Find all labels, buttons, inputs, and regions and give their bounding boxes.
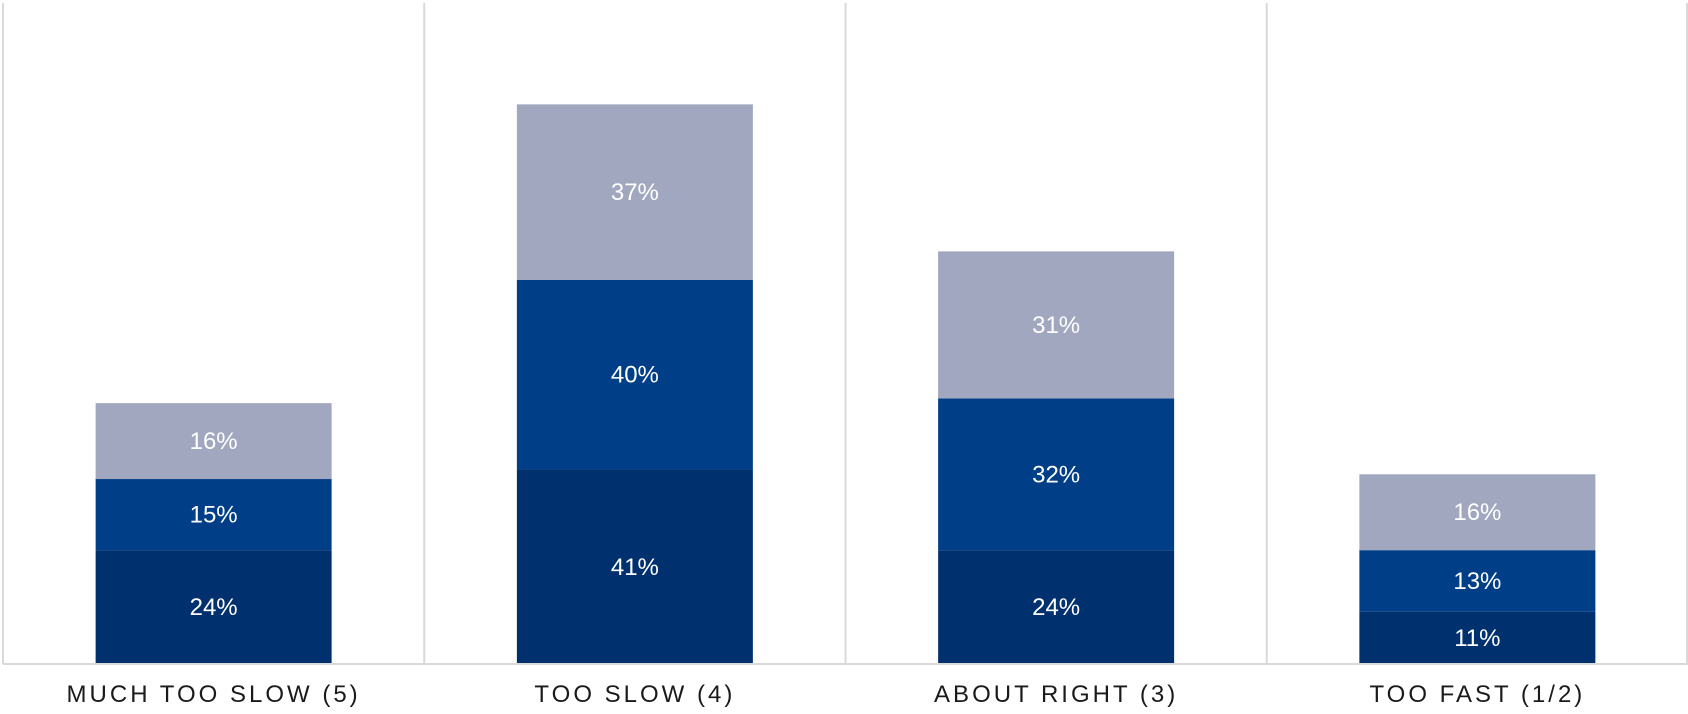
- category-label: MUCH TOO SLOW (5): [67, 681, 361, 708]
- bar-segment: [95, 403, 332, 480]
- data-label: 11%: [1454, 625, 1500, 652]
- bar-segment: [938, 398, 1175, 551]
- data-label: 24%: [190, 594, 238, 621]
- category-label: TOO FAST (1/2): [1369, 681, 1585, 708]
- data-label: 16%: [190, 428, 238, 455]
- data-label: 40%: [611, 362, 659, 389]
- bar-segment: [516, 279, 753, 470]
- data-label: 31%: [1032, 312, 1080, 339]
- bar-segment: [938, 550, 1175, 664]
- category-label: ABOUT RIGHT (3): [934, 681, 1178, 708]
- bar-segment: [1359, 611, 1596, 664]
- data-label: 41%: [611, 554, 659, 581]
- bar-segment: [95, 550, 332, 664]
- data-label: 13%: [1453, 568, 1501, 595]
- data-label: 16%: [1453, 499, 1501, 526]
- bar-segment: [516, 104, 753, 280]
- bar-segment: [95, 479, 332, 551]
- bar-segment: [516, 469, 753, 664]
- category-label: TOO SLOW (4): [534, 681, 735, 708]
- data-label: 32%: [1032, 461, 1080, 488]
- bar-segment: [1359, 474, 1596, 551]
- bar-segment: [938, 251, 1175, 399]
- data-label: 37%: [611, 179, 659, 206]
- bar-segment: [1359, 550, 1596, 612]
- data-label: 15%: [190, 502, 238, 529]
- data-label: 24%: [1032, 594, 1080, 621]
